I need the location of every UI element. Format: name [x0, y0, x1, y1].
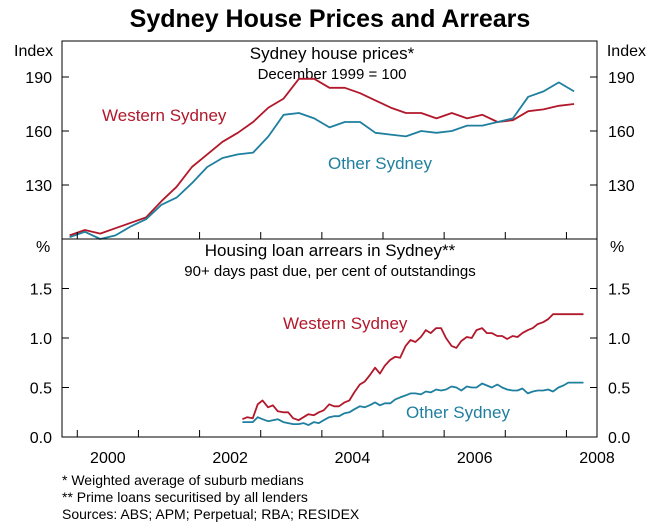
chart-title: Sydney House Prices and Arrears: [130, 5, 531, 33]
bottom-ytick-label-right: 1.0: [608, 331, 630, 348]
top-ytick-label-left: 160: [25, 124, 52, 141]
top-ytick-label-left: 130: [25, 178, 52, 195]
top-ytick-label-right: 190: [608, 70, 635, 87]
bottom-ytick-label-left: 0.5: [30, 381, 52, 398]
bottom-ytick-label-left: 1.0: [30, 331, 52, 348]
top-series-other-sydney-line: [69, 81, 575, 240]
footnote-1: * Weighted average of suburb medians: [62, 472, 304, 488]
top-ytick-label-right: 130: [608, 178, 635, 195]
top-western-sydney-label: Western Sydney: [102, 106, 227, 125]
top-ytick-label-right: 160: [608, 124, 635, 141]
bottom-ytick-label-left: 0.0: [30, 430, 52, 447]
bottom-other-sydney-label: Other Sydney: [406, 403, 510, 422]
xtick-label: 2000: [90, 450, 126, 467]
top-panel-title: Sydney house prices*: [250, 44, 415, 63]
bottom-unit-right: %: [610, 239, 624, 256]
bottom-panel-title: Housing loan arrears in Sydney**: [205, 241, 456, 260]
footnote-2: ** Prime loans securitised by all lender…: [62, 489, 308, 505]
xtick-label: 2002: [212, 450, 248, 467]
top-unit-right: Index: [607, 43, 646, 60]
bottom-panel-subtitle: 90+ days past due, per cent of outstandi…: [184, 263, 475, 280]
bottom-ytick-label-right: 0.0: [608, 430, 630, 447]
bottom-ytick-label-right: 0.5: [608, 381, 630, 398]
top-series-western-sydney-line: [69, 77, 575, 237]
bottom-ytick-label-right: 1.5: [608, 282, 630, 299]
top-unit-left: Index: [14, 43, 53, 60]
xtick-label: 2004: [335, 450, 371, 467]
bottom-series-western-sydney-line: [242, 313, 584, 422]
top-ytick-label-left: 190: [25, 70, 52, 87]
xtick-label: 2006: [457, 450, 493, 467]
bottom-ytick-label-left: 1.5: [30, 282, 52, 299]
xtick-label: 2008: [579, 450, 615, 467]
top-panel-subtitle: December 1999 = 100: [258, 66, 407, 83]
bottom-western-sydney-label: Western Sydney: [283, 314, 408, 333]
top-other-sydney-label: Other Sydney: [328, 154, 432, 173]
bottom-unit-left: %: [36, 239, 50, 256]
sources-note: Sources: ABS; APM; Perpetual; RBA; RESID…: [62, 506, 360, 522]
bottom-series-other-sydney-line: [242, 381, 584, 427]
